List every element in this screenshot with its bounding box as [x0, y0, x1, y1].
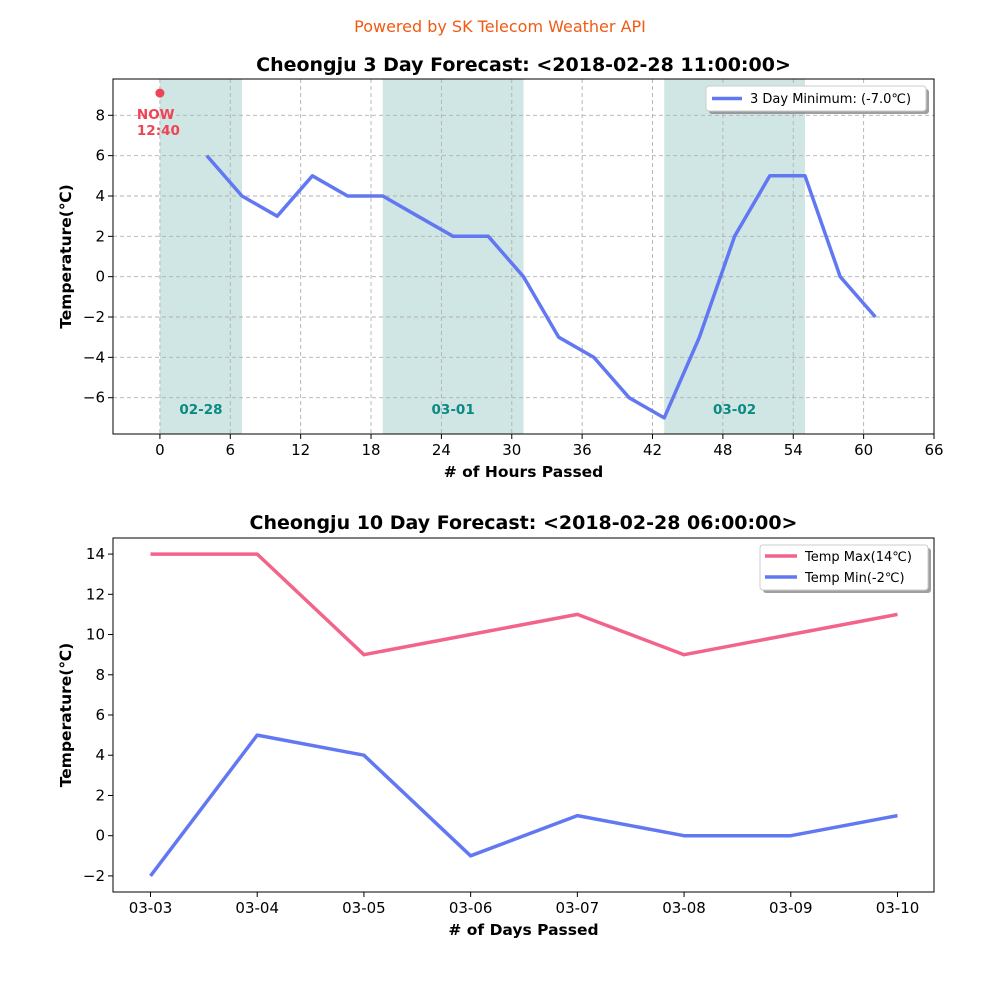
x-tick-label: 18	[361, 441, 380, 459]
y-axis-label: Temperature(℃)	[57, 184, 75, 328]
x-tick-label: 03-05	[342, 899, 386, 917]
legend-label: 3 Day Minimum: (-7.0℃)	[750, 92, 911, 107]
x-tick-label: 0	[155, 441, 165, 459]
plot-frame	[112, 78, 935, 435]
y-tick-label: −4	[83, 348, 105, 366]
three-day-temperature-line	[205, 154, 877, 420]
chart-title: Cheongju 10 Day Forecast: <2018-02-28 06…	[250, 512, 798, 534]
x-tick-label: 03-08	[662, 899, 706, 917]
x-tick-label: 03-07	[556, 899, 600, 917]
y-tick-label: 0	[95, 268, 105, 286]
x-axis-label: # of Hours Passed	[444, 463, 604, 481]
x-tick-label: 24	[432, 441, 451, 459]
x-tick-label: 30	[502, 441, 521, 459]
day-band-label: 03-02	[713, 402, 756, 418]
temp-max-line	[150, 552, 898, 657]
x-tick-label: 48	[713, 441, 732, 459]
x-tick-label: 03-06	[449, 899, 493, 917]
y-tick-label: 6	[95, 706, 105, 724]
x-tick-label: 03-10	[876, 899, 920, 917]
y-tick-label: 14	[86, 545, 105, 563]
y-axis-label: Temperature(℃)	[57, 643, 75, 787]
now-marker-time: 12:40	[137, 123, 180, 139]
y-tick-label: −2	[83, 308, 105, 326]
day-band	[664, 79, 805, 434]
y-tick-label: −6	[83, 389, 105, 407]
x-tick-label: 6	[226, 441, 236, 459]
now-marker-label: NOW	[137, 107, 175, 123]
y-tick-label: 2	[95, 786, 105, 804]
x-tick-label: 42	[643, 441, 662, 459]
x-tick-label: 60	[854, 441, 873, 459]
day-band	[159, 79, 243, 434]
y-tick-label: 0	[95, 827, 105, 845]
y-tick-label: 10	[86, 626, 105, 644]
legend-label: Temp Max(14℃)	[804, 550, 912, 565]
x-tick-label: 54	[784, 441, 803, 459]
api-credit: Powered by SK Telecom Weather API	[354, 17, 646, 36]
legend-label: Temp Min(-2℃)	[804, 571, 905, 586]
y-tick-label: 2	[95, 227, 105, 245]
now-marker-dot	[155, 88, 165, 98]
day-band	[382, 79, 524, 434]
y-tick-label: 8	[95, 666, 105, 684]
y-tick-label: −2	[83, 867, 105, 885]
y-tick-label: 12	[86, 585, 105, 603]
legend-box	[759, 544, 929, 591]
legend-box	[705, 85, 927, 112]
x-tick-label: 12	[291, 441, 310, 459]
x-tick-label: 66	[924, 441, 943, 459]
ten-day-forecast-chart: 03-03 03-04 03-05 03-06 03-07 03-08 03-09 03-10…	[57, 512, 935, 939]
x-tick-label: 03-04	[235, 899, 279, 917]
day-band-label: 03-01	[432, 402, 475, 418]
x-axis-label: # of Days Passed	[448, 921, 598, 939]
chart-title: Cheongju 3 Day Forecast: <2018-02-28 11:…	[256, 54, 791, 76]
x-tick-label: 36	[573, 441, 592, 459]
x-tick-label: 03-09	[769, 899, 813, 917]
y-tick-label: 4	[95, 746, 105, 764]
temp-min-line	[149, 733, 898, 877]
y-tick-label: 4	[95, 187, 105, 205]
day-band-label: 02-28	[179, 402, 222, 418]
x-tick-label: 03-03	[129, 899, 173, 917]
y-tick-label: 6	[95, 147, 105, 165]
y-tick-label: 8	[95, 106, 105, 124]
